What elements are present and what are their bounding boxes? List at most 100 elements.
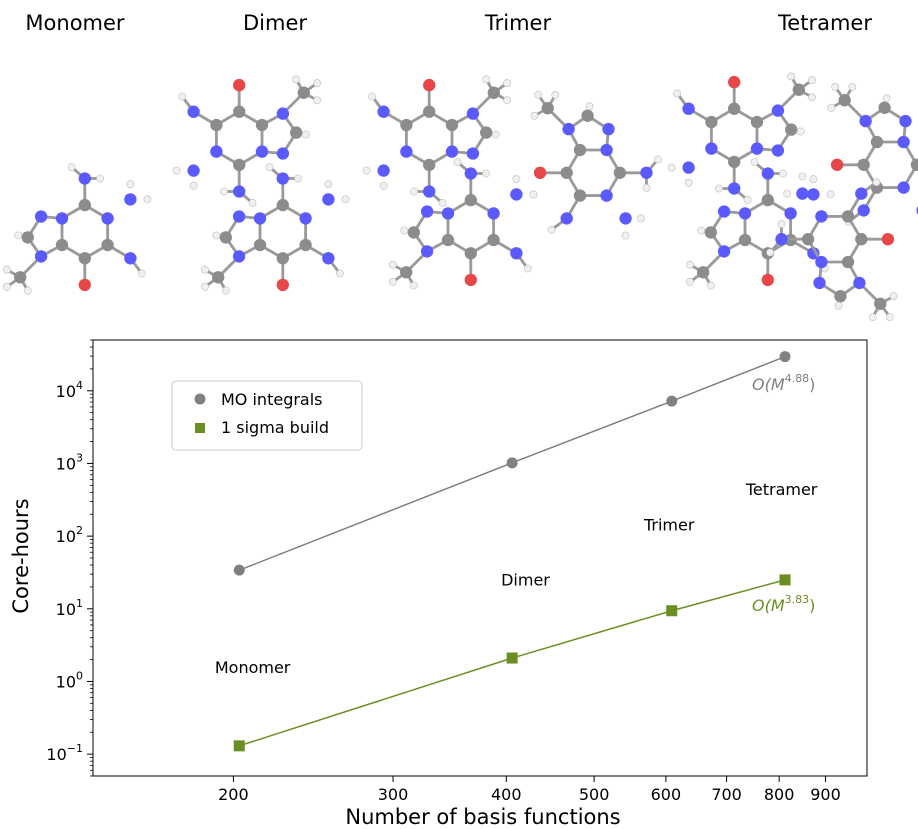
x-tick-label-400: 400: [491, 785, 522, 804]
x-tick-label-900: 900: [810, 785, 841, 804]
atom-c: [210, 118, 223, 132]
atom-c: [253, 238, 267, 252]
atom-c: [400, 266, 413, 279]
atom-h: [706, 281, 715, 290]
atom-n: [101, 212, 114, 225]
fit-label-mo-integrals: O(M4.88): [752, 372, 815, 394]
atom-c: [785, 123, 798, 136]
atom-n: [487, 207, 500, 220]
atom-c: [233, 158, 246, 172]
atom-h: [409, 281, 418, 290]
atom-c: [299, 238, 312, 252]
atom-c: [78, 198, 91, 212]
atom-h: [697, 226, 706, 235]
atom-n: [619, 212, 632, 225]
guanine-molecule: [3, 163, 152, 295]
atom-n: [784, 207, 797, 220]
data-point-mo-integrals: [233, 564, 245, 576]
atom-h: [389, 277, 397, 286]
atom-h: [201, 282, 209, 291]
atom-c: [705, 115, 718, 129]
atom-c: [728, 155, 741, 169]
molecule-illustrations: [3, 72, 918, 321]
atom-n: [34, 250, 48, 263]
atom-c: [423, 158, 436, 172]
atom-n: [717, 205, 731, 218]
atom-n: [187, 164, 200, 177]
legend: MO integrals 1 sigma build: [171, 380, 363, 451]
atom-c: [233, 105, 246, 118]
atom-n: [78, 172, 91, 185]
x-tick-label-300: 300: [378, 785, 409, 804]
atom-n: [400, 145, 413, 158]
atom-h: [221, 286, 230, 295]
guanine-molecule: [686, 158, 835, 290]
atom-h: [684, 178, 693, 187]
atom-c: [910, 158, 918, 171]
atom-h: [201, 265, 209, 274]
atom-n: [807, 188, 820, 201]
atom-c: [276, 252, 289, 265]
atom-o: [533, 166, 547, 179]
annotations: Monomer Dimer Trimer Tetramer: [215, 480, 818, 677]
atom-c: [560, 166, 573, 179]
atom-o: [233, 78, 246, 92]
atom-n: [859, 114, 872, 128]
atom-n: [423, 185, 436, 198]
atom-n: [855, 187, 868, 200]
atom-n: [600, 189, 613, 202]
atom-h: [335, 269, 344, 278]
atom-n: [750, 142, 764, 155]
atom-c: [297, 86, 310, 99]
atom-c: [834, 290, 847, 303]
atom-c: [841, 210, 855, 223]
atom-h: [809, 175, 818, 184]
atom-h: [503, 79, 511, 88]
atom-h: [3, 265, 11, 274]
atom-c: [290, 126, 303, 139]
atom-h: [23, 286, 32, 295]
atom-n: [445, 145, 459, 158]
atom-c: [464, 247, 477, 260]
atom-h: [783, 189, 792, 198]
atom-n: [853, 276, 866, 290]
atom-h: [777, 220, 786, 228]
atom-h: [686, 260, 694, 269]
fit-exp-mo: 4.88: [785, 372, 810, 385]
atom-n: [464, 167, 477, 180]
atom-n: [897, 135, 910, 149]
atom-n: [124, 193, 137, 206]
atom-h: [3, 282, 11, 291]
atom-n: [510, 188, 523, 201]
atom-h: [673, 89, 682, 98]
atom-h: [796, 127, 805, 136]
atom-c: [738, 233, 752, 247]
atom-c: [874, 297, 887, 310]
atom-c: [487, 86, 500, 99]
atom-h: [292, 75, 301, 84]
atom-n: [276, 107, 290, 120]
atom-c: [78, 252, 91, 265]
atom-c: [55, 238, 69, 252]
atom-n: [682, 161, 695, 174]
x-axis-label: Number of basis functions: [345, 805, 620, 829]
y-tick-label-minus-1: 10−1: [46, 742, 83, 764]
fit-prefix-sigma: O(M: [752, 596, 785, 615]
atom-o: [881, 233, 895, 246]
atom-h: [523, 264, 532, 273]
guanine-molecule: [201, 163, 350, 295]
atom-n: [600, 143, 613, 157]
atom-c: [464, 193, 477, 207]
atom-h: [482, 169, 490, 178]
atom-c: [212, 271, 225, 284]
atom-h: [529, 190, 538, 199]
atom-h: [453, 158, 462, 166]
annotation-tetramer: Tetramer: [745, 480, 818, 499]
atom-n: [640, 166, 653, 179]
atom-n: [299, 212, 312, 225]
atom-n: [276, 147, 290, 160]
atom-h: [172, 166, 181, 175]
atom-c: [841, 255, 855, 269]
atom-h: [743, 196, 752, 204]
series-layer: [233, 351, 791, 752]
